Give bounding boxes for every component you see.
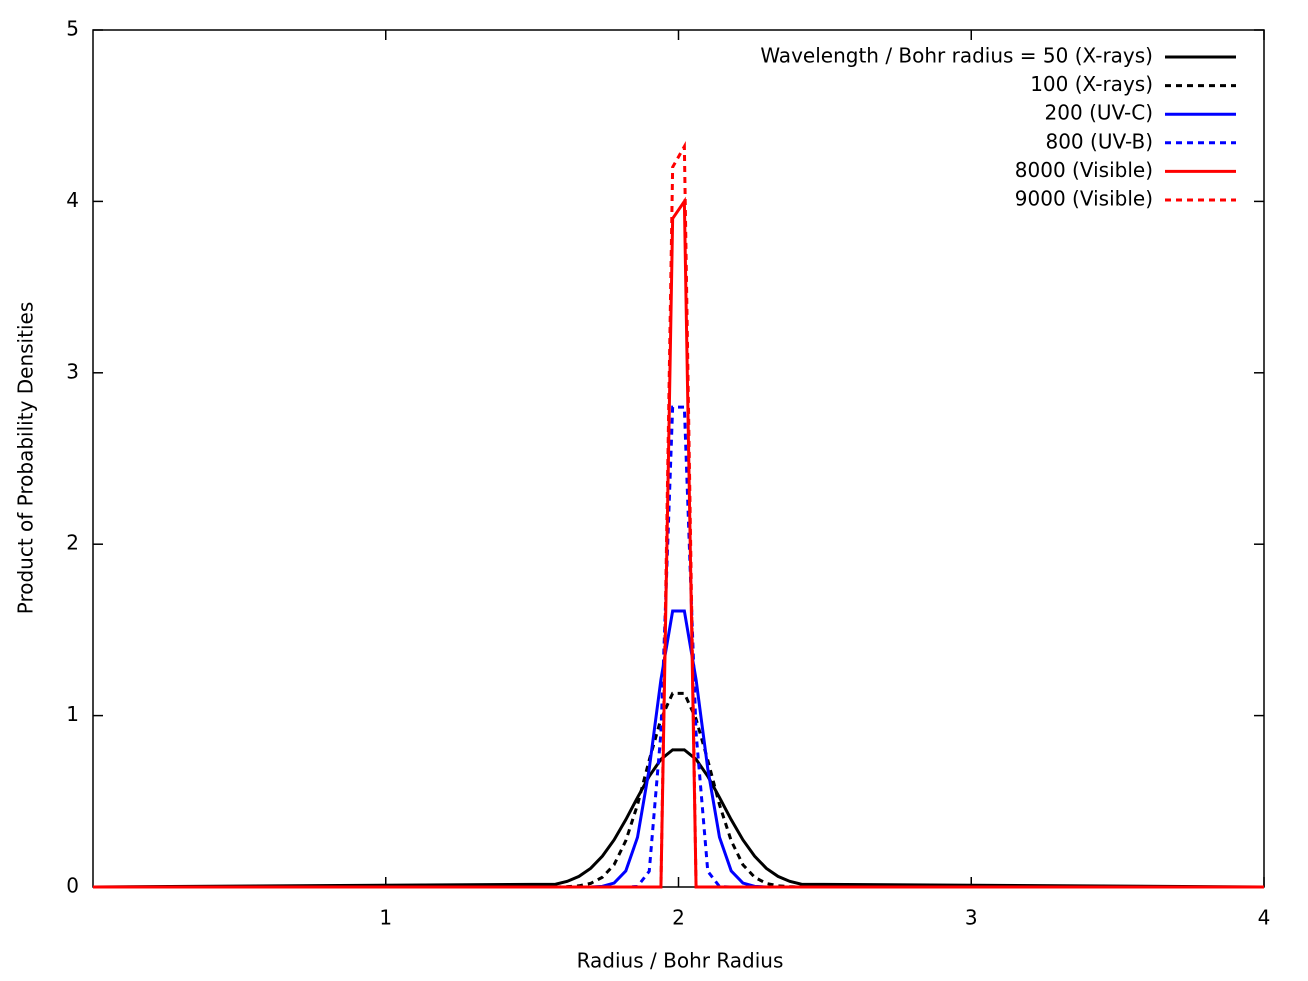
legend-label: 800 (UV-B): [1045, 129, 1153, 153]
data-line: [93, 196, 1264, 889]
legend-label: Wavelength / Bohr radius = 50 (X-rays): [760, 44, 1153, 68]
y-tick-label: 1: [66, 702, 79, 726]
data-line: [92, 748, 1265, 889]
y-tick-label: 4: [66, 188, 79, 212]
x-tick-label: 1: [379, 906, 392, 930]
y-tick-label: 0: [66, 874, 79, 898]
x-tick-label: 2: [672, 906, 685, 930]
legend-label: 9000 (Visible): [1015, 187, 1153, 211]
y-axis-label: Product of Probability Densities: [14, 302, 38, 615]
y-tick-label: 3: [66, 359, 79, 383]
x-tick-label: 3: [965, 906, 978, 930]
x-tick-label: 4: [1258, 906, 1271, 930]
legend-label: 200 (UV-C): [1045, 101, 1153, 125]
plot-frame: [92, 29, 1265, 888]
y-tick-label: 2: [66, 531, 79, 555]
data-line: [93, 141, 1264, 889]
legend-label: 100 (X-rays): [1030, 72, 1153, 96]
y-tick-label: 5: [66, 17, 79, 41]
x-axis-label: Radius / Bohr Radius: [577, 949, 784, 973]
data-line: [93, 405, 1264, 889]
legend-label: 8000 (Visible): [1015, 158, 1153, 182]
data-line: [93, 691, 1264, 889]
